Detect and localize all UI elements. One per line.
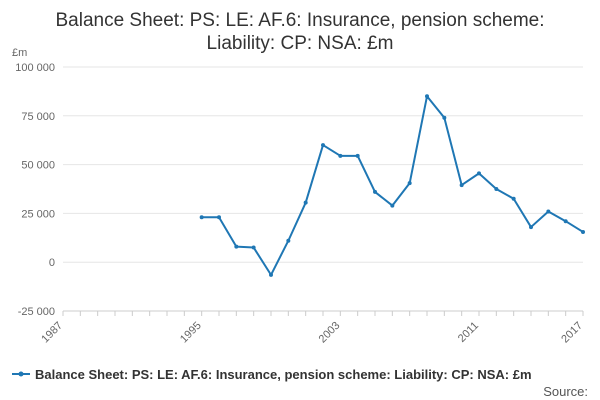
data-point[interactable]: [355, 153, 360, 158]
data-point[interactable]: [321, 143, 325, 148]
y-tick-label: -25 000: [18, 306, 55, 318]
data-point[interactable]: [407, 181, 412, 186]
x-tick-label: 1987: [39, 320, 65, 346]
data-point[interactable]: [442, 115, 447, 120]
data-point[interactable]: [303, 200, 308, 205]
data-point[interactable]: [511, 196, 516, 201]
data-point[interactable]: [217, 215, 221, 220]
data-point[interactable]: [459, 183, 464, 188]
data-point[interactable]: [338, 153, 343, 158]
data-point[interactable]: [546, 209, 551, 214]
series-line: [201, 95, 584, 276]
chart-title-line-2: Liability: CP: NSA: £m: [207, 33, 394, 54]
y-tick-label: 100 000: [15, 62, 55, 74]
y-tick-label: 75 000: [21, 111, 55, 123]
data-point[interactable]: [494, 187, 499, 191]
legend-series-label: Balance Sheet: PS: LE: AF.6: Insurance, …: [35, 367, 532, 382]
x-tick-label: 2017: [559, 320, 585, 346]
data-point[interactable]: [425, 94, 429, 99]
data-point[interactable]: [269, 272, 273, 277]
gridlines: [63, 66, 583, 312]
source-label: Source:: [543, 384, 588, 399]
y-axis-ticks: 100 000 75 000 50 000 25 000 0 -25 000: [15, 62, 55, 318]
x-axis: 1987 1995 2003 2011 2017: [39, 310, 585, 346]
legend-point-marker: [18, 371, 24, 377]
data-point[interactable]: [563, 219, 568, 224]
data-point[interactable]: [373, 189, 377, 194]
y-tick-label: 25 000: [21, 208, 55, 220]
plot-area: [199, 94, 585, 277]
y-tick-label: 50 000: [21, 160, 55, 172]
data-point[interactable]: [234, 244, 239, 249]
data-point[interactable]: [251, 245, 256, 250]
data-point[interactable]: [581, 229, 585, 234]
y-axis-unit-label: £m: [12, 47, 27, 59]
data-point[interactable]: [529, 225, 533, 230]
data-point[interactable]: [286, 238, 291, 243]
x-tick-label: 1995: [178, 320, 204, 346]
data-point[interactable]: [477, 171, 481, 176]
legend[interactable]: Balance Sheet: PS: LE: AF.6: Insurance, …: [12, 367, 532, 382]
data-point[interactable]: [390, 203, 395, 208]
x-tick-label: 2003: [317, 320, 343, 346]
y-tick-label: 0: [49, 257, 55, 269]
data-point[interactable]: [199, 215, 204, 220]
chart-title-line-1: Balance Sheet: PS: LE: AF.6: Insurance, …: [55, 10, 544, 31]
x-tick-label: 2011: [456, 320, 481, 345]
